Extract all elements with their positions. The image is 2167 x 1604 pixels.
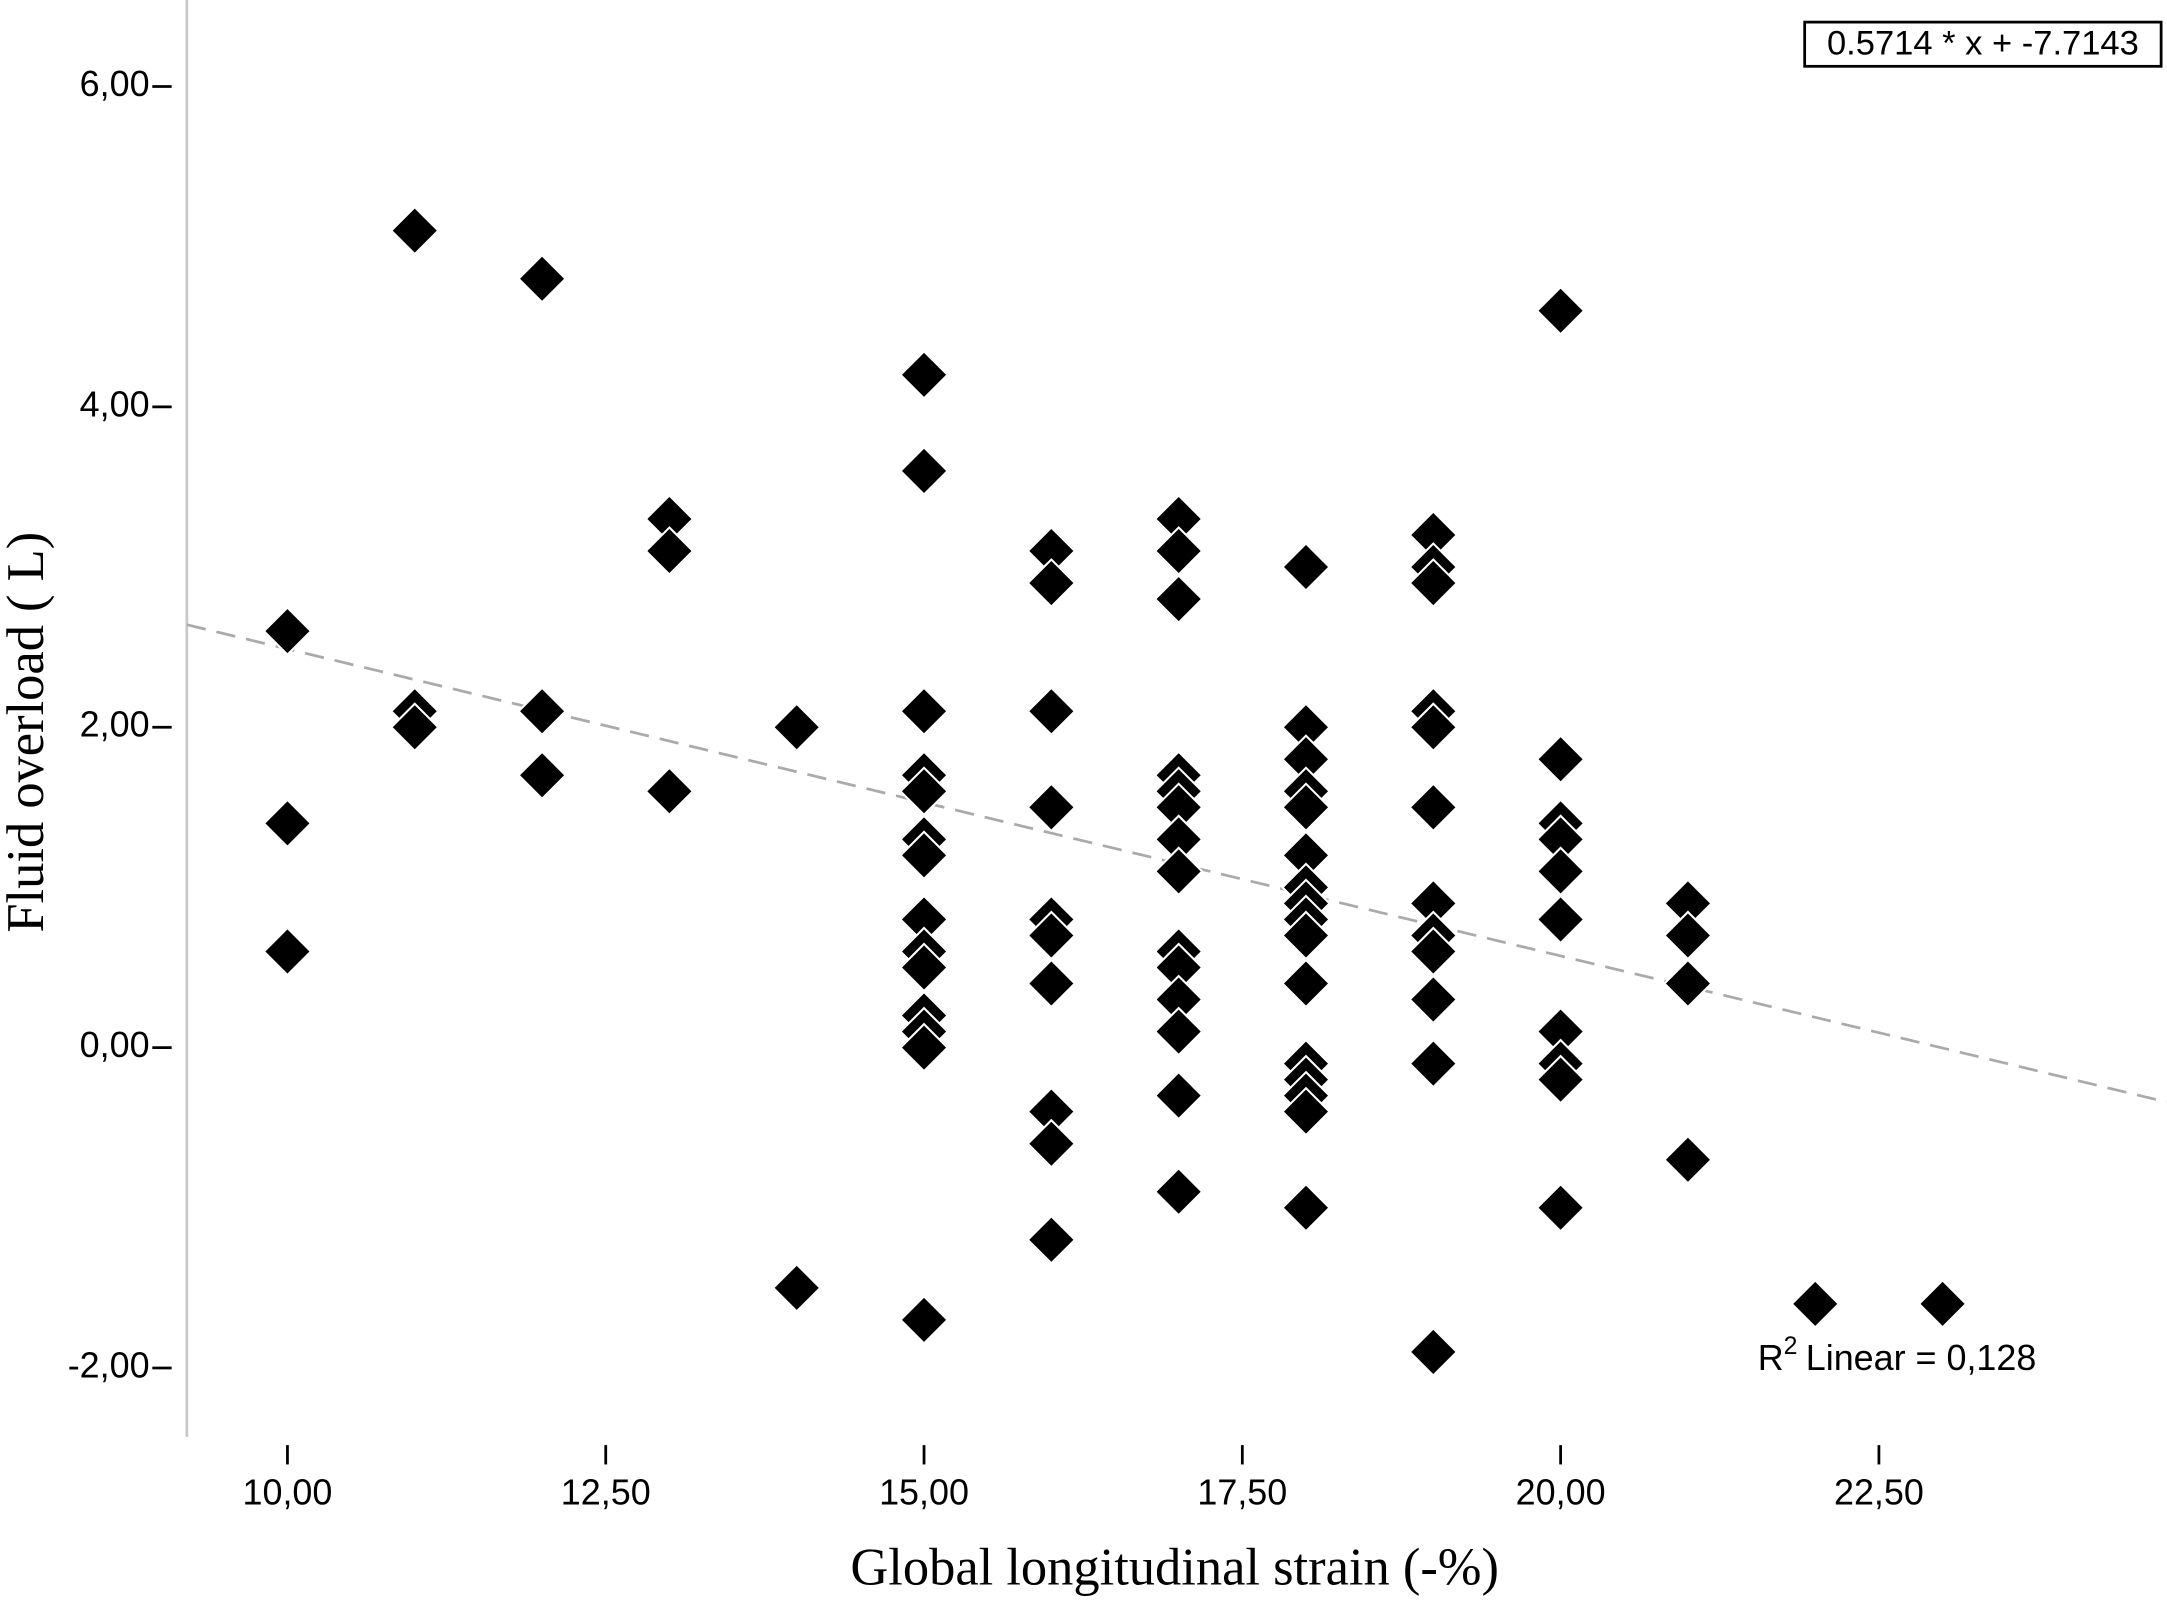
y-axis-title: Fluid overload ( L) (0, 532, 55, 933)
point (389, 702, 440, 753)
y-tick-label: 6,00 (80, 63, 150, 104)
point (1535, 734, 1586, 785)
equation-box (1803, 20, 2163, 68)
point (1662, 958, 1713, 1009)
x-tick-label: 22,50 (1834, 1471, 1924, 1512)
r-squared-text: Linear = 0,128 (1806, 1337, 2037, 1378)
point (1408, 974, 1459, 1025)
point (899, 1294, 949, 1345)
x-tick-label: 12,50 (561, 1471, 651, 1512)
point (1026, 686, 1077, 737)
x-tick-label: 17,50 (1197, 1471, 1287, 1512)
point (1535, 1054, 1586, 1105)
point (899, 686, 949, 737)
x-tick-label: 20,00 (1516, 1471, 1606, 1512)
r-squared-sup: 2 (1784, 1332, 1798, 1360)
point (1026, 958, 1077, 1009)
x-tick-label: 15,00 (879, 1471, 969, 1512)
point (1281, 1086, 1331, 1137)
point (1917, 1278, 1968, 1329)
point (1408, 1038, 1459, 1089)
point (517, 686, 568, 737)
point (1153, 526, 1204, 576)
point (1281, 542, 1331, 592)
point (644, 526, 695, 576)
point (899, 349, 949, 400)
point (1408, 702, 1459, 753)
point (1153, 1166, 1204, 1217)
equation: 0.5714 * x + -7.7143 (1827, 25, 2139, 63)
point (899, 830, 949, 881)
point (1535, 846, 1586, 897)
point (262, 606, 313, 657)
point (262, 798, 313, 849)
point (1153, 1006, 1204, 1057)
point (1026, 1214, 1077, 1265)
point (517, 253, 568, 304)
point (771, 1262, 822, 1313)
point (1408, 1326, 1459, 1377)
y-tick-label: 4,00 (80, 383, 150, 424)
y-tick-label: -2,00 (68, 1344, 150, 1385)
point (389, 205, 440, 256)
point (1026, 558, 1077, 609)
point (771, 702, 822, 753)
r-squared: R2 Linear = 0,128 (1758, 1332, 2037, 1379)
point (262, 926, 313, 977)
point (1153, 574, 1204, 625)
point (1153, 1070, 1204, 1121)
y-tick-label: 2,00 (80, 704, 150, 745)
point (1790, 1278, 1841, 1329)
point (517, 750, 568, 801)
point (1281, 958, 1331, 1009)
point (1662, 910, 1713, 961)
y-tick-label: 0,00 (80, 1024, 150, 1065)
r-squared-prefix: R (1758, 1337, 1784, 1378)
point (1535, 1182, 1586, 1233)
point (1535, 894, 1586, 945)
point (644, 766, 695, 817)
point (1535, 285, 1586, 336)
point (899, 1022, 949, 1073)
point (1026, 782, 1077, 833)
point (1281, 1182, 1331, 1233)
point (1026, 1118, 1077, 1169)
point (1408, 558, 1459, 609)
x-tick-label: 10,00 (243, 1471, 333, 1512)
point (1153, 846, 1204, 897)
point (1408, 782, 1459, 833)
point (1662, 1134, 1713, 1185)
x-axis-title: Global longitudinal strain (-%) (850, 1538, 1499, 1596)
point (899, 445, 949, 496)
